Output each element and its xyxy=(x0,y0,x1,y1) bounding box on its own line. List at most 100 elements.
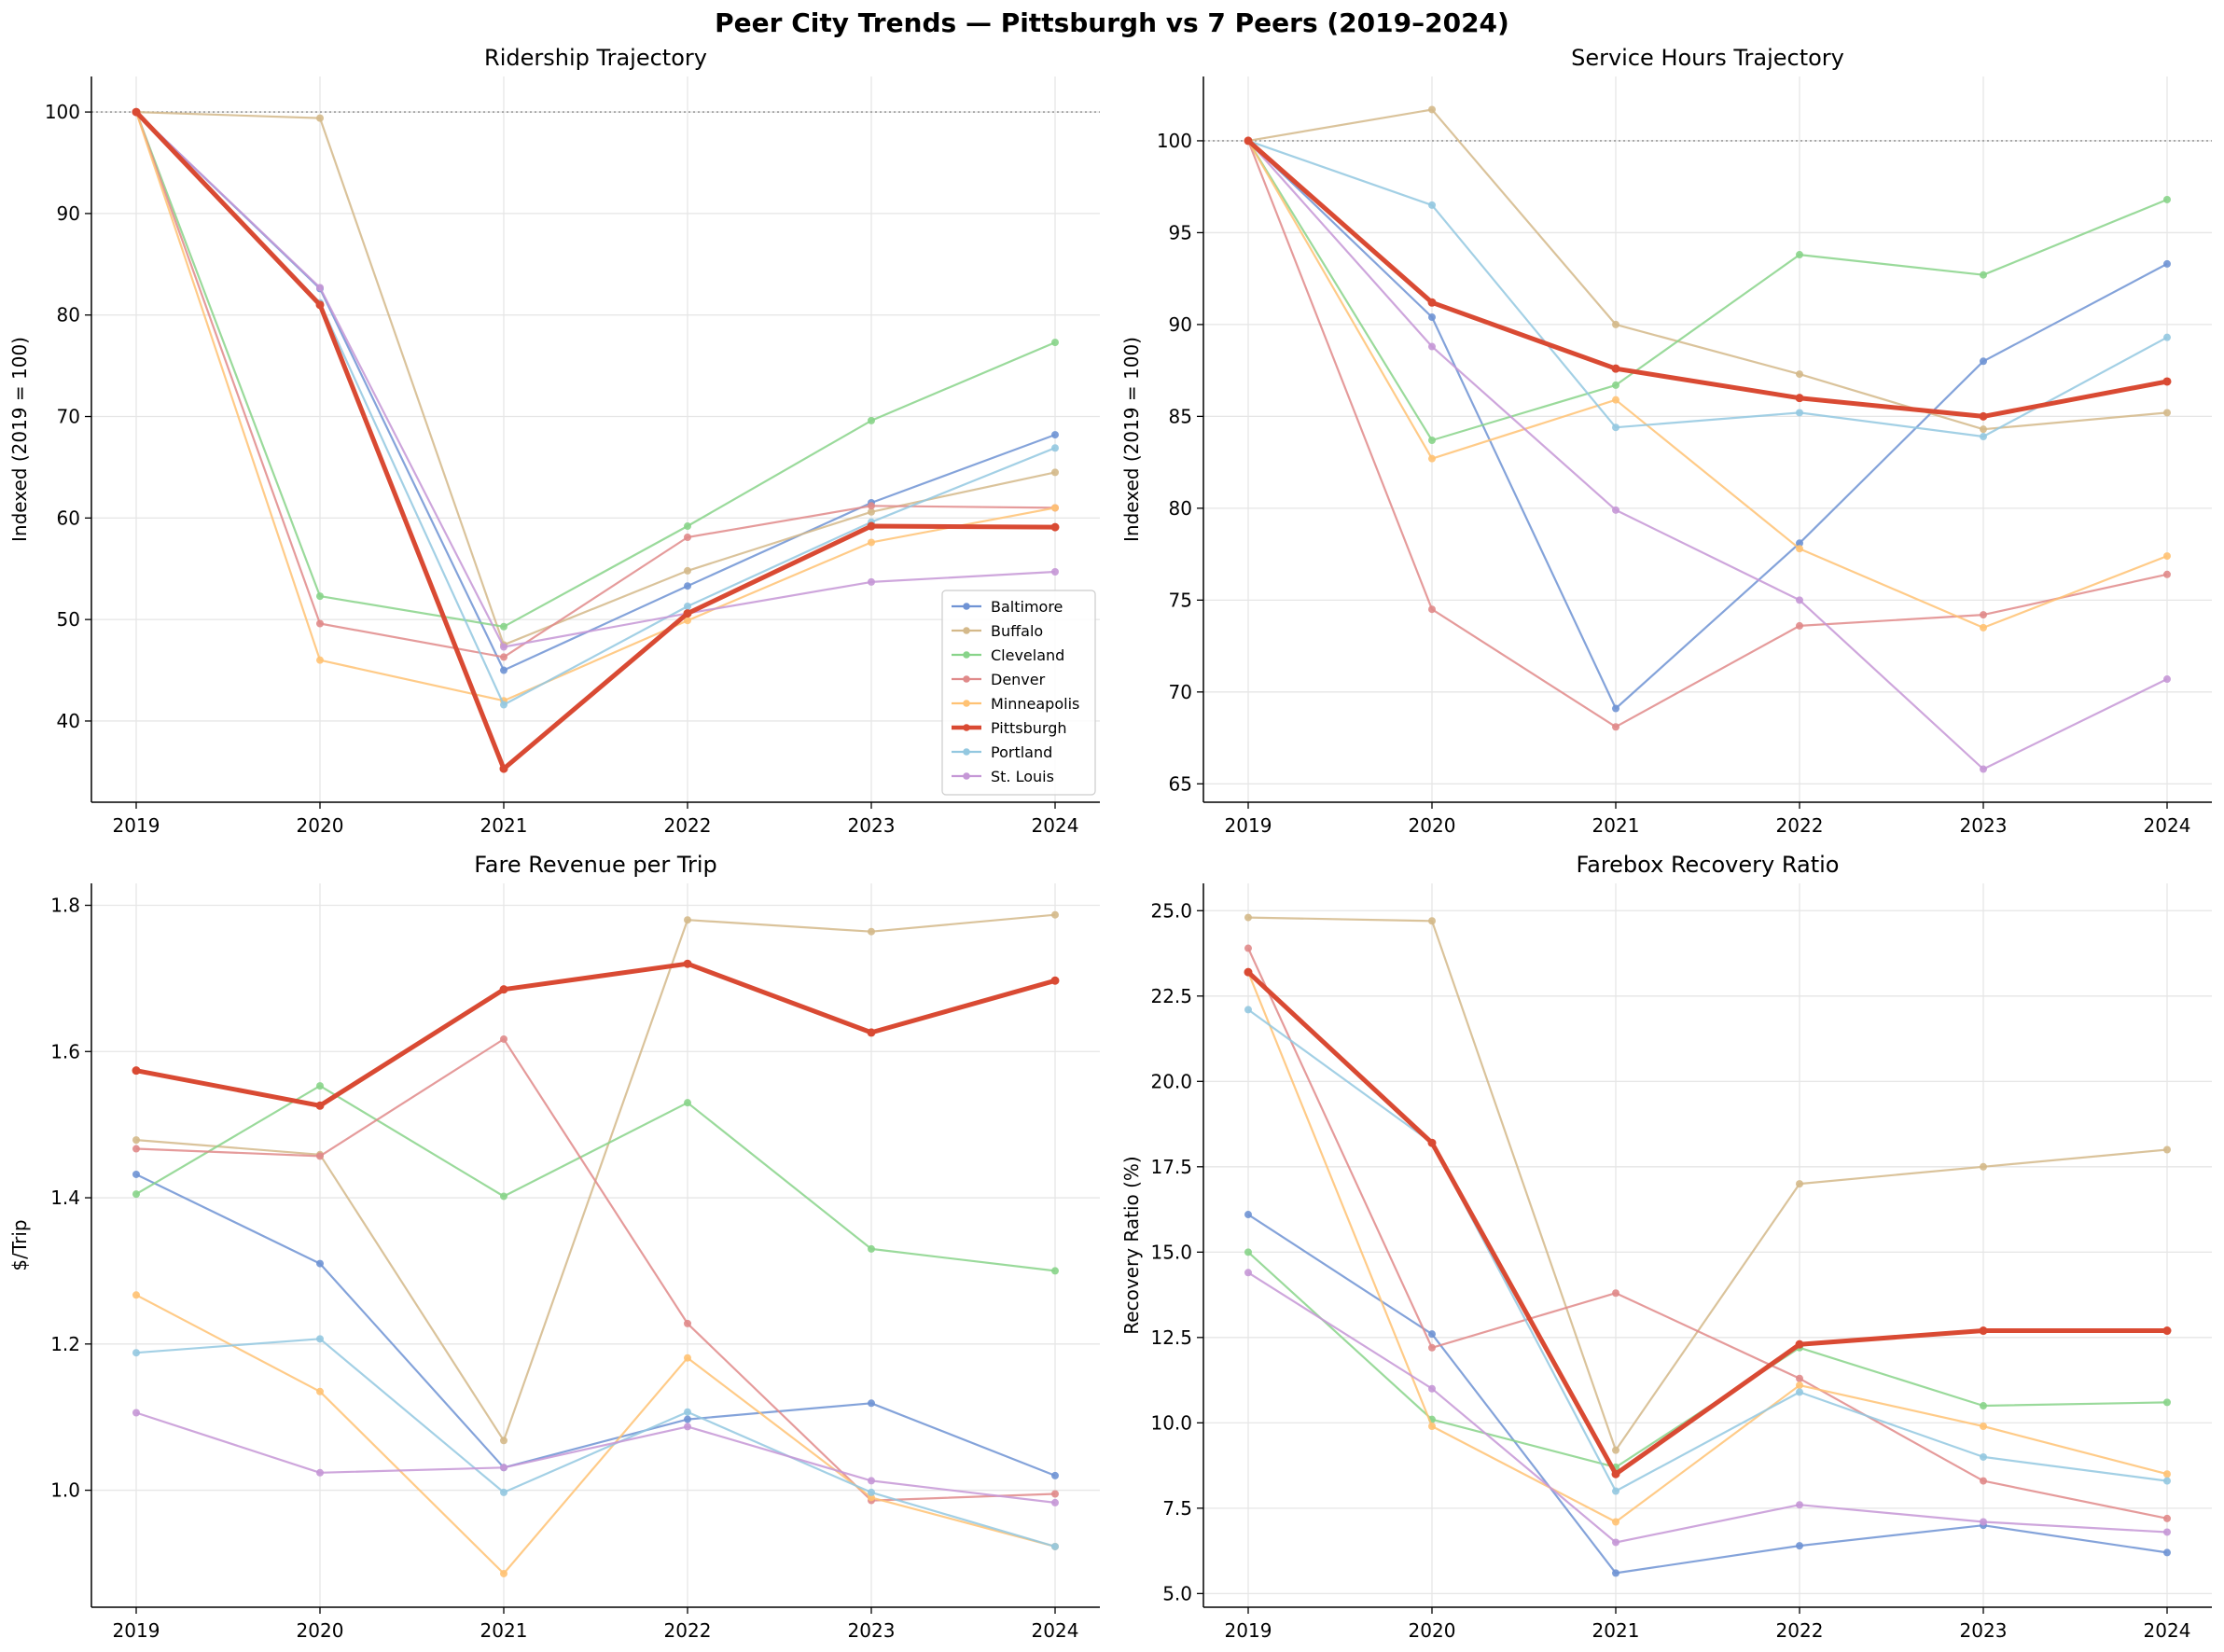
data-point-portland xyxy=(1244,1006,1252,1014)
x-tick-label: 2019 xyxy=(113,1619,160,1642)
series-line-st-louis xyxy=(1247,1271,2168,1544)
data-point-pittsburgh xyxy=(1427,1138,1437,1147)
data-point-portland xyxy=(684,602,691,610)
data-point-pittsburgh xyxy=(1427,298,1437,307)
legend-frame xyxy=(941,590,1096,796)
data-point-buffalo xyxy=(868,507,875,516)
data-point-minneapolis xyxy=(1428,454,1436,463)
data-point-cleveland xyxy=(684,522,691,531)
data-point-denver xyxy=(1244,944,1252,952)
series-line-portland xyxy=(1247,1008,2168,1492)
data-point-pittsburgh xyxy=(867,521,876,531)
series-line-buffalo xyxy=(1247,916,2168,1451)
legend-label: Portland xyxy=(991,743,1052,761)
series-cleveland xyxy=(132,1082,1059,1275)
data-point-minneapolis xyxy=(1428,1423,1436,1430)
data-point-cleveland xyxy=(316,592,324,601)
data-point-cleveland xyxy=(1244,1248,1252,1256)
series-line-denver xyxy=(1247,948,2168,1520)
data-point-portland xyxy=(132,1349,140,1357)
data-point-minneapolis xyxy=(2163,1470,2171,1478)
data-point-st-louis xyxy=(1980,1518,1987,1526)
x-tick-label: 2019 xyxy=(1225,1619,1272,1642)
data-point-denver xyxy=(1796,1374,1803,1382)
x-tick-label: 2023 xyxy=(848,1619,896,1642)
data-point-cleveland xyxy=(1796,251,1803,259)
data-point-baltimore xyxy=(684,582,691,590)
series-line-baltimore xyxy=(135,111,1056,672)
data-point-buffalo xyxy=(1796,1180,1803,1188)
data-point-minneapolis xyxy=(1051,504,1059,512)
panel-title: Ridership Trajectory xyxy=(484,45,707,71)
series-portland xyxy=(132,1335,1059,1550)
data-point-st-louis xyxy=(1612,506,1619,514)
data-point-buffalo xyxy=(1244,913,1252,922)
x-tick-label: 2019 xyxy=(113,814,160,837)
y-axis-label: Indexed (2019 = 100) xyxy=(8,337,31,542)
y-tick-label: 22.5 xyxy=(1150,985,1192,1007)
data-point-pittsburgh xyxy=(1979,1326,1988,1336)
data-point-st-louis xyxy=(1428,342,1436,351)
data-point-cleveland xyxy=(684,1099,691,1107)
data-point-minneapolis xyxy=(1612,396,1619,404)
data-point-pittsburgh xyxy=(315,1101,325,1110)
series-pittsburgh xyxy=(1244,967,2172,1478)
series-pittsburgh xyxy=(132,959,1060,1110)
y-tick-label: 1.2 xyxy=(50,1333,80,1355)
legend-entry-portland: Portland xyxy=(952,743,1052,761)
series-line-cleveland xyxy=(135,1084,1056,1272)
data-point-pittsburgh xyxy=(1050,976,1060,985)
data-point-st-louis xyxy=(2163,1528,2171,1536)
y-tick-label: 80 xyxy=(57,304,80,326)
data-point-baltimore xyxy=(2163,259,2171,268)
x-tick-label: 2020 xyxy=(297,1619,344,1642)
data-point-cleveland xyxy=(868,1244,875,1253)
x-tick-label: 2023 xyxy=(848,814,896,837)
data-point-minneapolis xyxy=(2163,552,2171,561)
data-point-st-louis xyxy=(500,643,507,651)
data-point-minneapolis xyxy=(316,1387,324,1395)
data-point-denver xyxy=(1051,1490,1059,1498)
data-point-portland xyxy=(1612,423,1619,432)
series-buffalo xyxy=(132,108,1059,649)
data-point-portland xyxy=(2163,1477,2171,1485)
data-point-portland xyxy=(1612,1487,1619,1495)
data-point-denver xyxy=(1428,605,1436,614)
data-point-st-louis xyxy=(1051,1498,1059,1506)
data-point-denver xyxy=(132,1145,140,1153)
series-line-st-louis xyxy=(135,1411,1056,1504)
series-pittsburgh xyxy=(132,107,1060,773)
legend-entry-st-louis: St. Louis xyxy=(952,768,1054,785)
data-point-cleveland xyxy=(2163,1398,2171,1407)
legend-entry-baltimore: Baltimore xyxy=(952,598,1063,616)
data-point-st-louis xyxy=(1428,1384,1436,1393)
x-tick-label: 2022 xyxy=(664,1619,712,1642)
series-cleveland xyxy=(1244,1248,2171,1471)
data-point-minneapolis xyxy=(500,1569,507,1577)
data-point-baltimore xyxy=(1980,357,1987,366)
data-point-denver xyxy=(2163,570,2171,578)
y-tick-label: 80 xyxy=(1169,497,1192,520)
chart-panel-2: 65 70 75 80 85 90 95 100 2019 2020 2021 2022 2023 202… xyxy=(1120,45,2212,837)
legend-entry-denver: Denver xyxy=(952,671,1046,688)
y-axis-label: Indexed (2019 = 100) xyxy=(1120,337,1143,542)
data-point-denver xyxy=(684,534,691,542)
series-line-baltimore xyxy=(135,1173,1056,1477)
data-point-baltimore xyxy=(1428,313,1436,322)
legend-entry-buffalo: Buffalo xyxy=(952,622,1043,640)
legend-swatch-marker xyxy=(963,651,970,659)
data-point-buffalo xyxy=(684,566,691,575)
data-point-st-louis xyxy=(132,1409,140,1417)
data-point-st-louis xyxy=(316,284,324,292)
data-point-st-louis xyxy=(500,1464,507,1472)
data-point-portland xyxy=(868,1488,875,1496)
legend-label: Pittsburgh xyxy=(991,719,1067,737)
x-tick-label: 2019 xyxy=(1225,814,1272,837)
x-tick-label: 2020 xyxy=(297,814,344,837)
data-point-cleveland xyxy=(132,1190,140,1199)
data-point-baltimore xyxy=(1428,1330,1436,1339)
data-point-st-louis xyxy=(2163,675,2171,684)
data-point-pittsburgh xyxy=(1795,1340,1804,1349)
series-line-buffalo xyxy=(135,111,1056,646)
data-point-baltimore xyxy=(132,1170,140,1178)
